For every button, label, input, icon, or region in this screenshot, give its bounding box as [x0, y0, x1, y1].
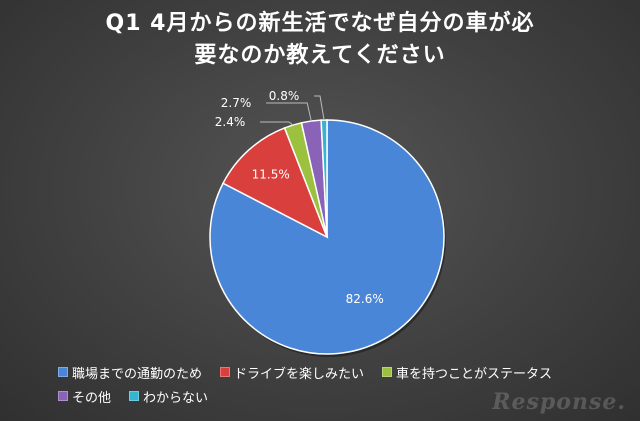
legend-swatch-commute: [58, 367, 68, 377]
legend-item-commute: 職場までの通勤のため: [58, 363, 202, 382]
legend-swatch-unknown: [129, 391, 140, 401]
leader-line-status: [260, 121, 294, 126]
chart-title-line-2: 要なのか教えてください: [194, 43, 446, 68]
legend-label-drive: ドライブを楽しみたい: [234, 366, 365, 382]
pie-chart: 82.6% 11.5% 2.4% 2.7% 0.8%: [210, 89, 446, 357]
legend-label-other: その他: [72, 390, 112, 406]
legend-item-drive: ドライブを楽しみたい: [220, 363, 364, 382]
data-label-drive: 11.5%: [252, 167, 290, 181]
data-label-commute: 82.6%: [346, 292, 384, 306]
legend-swatch-other: [58, 391, 68, 401]
response-watermark-logo: Response.: [492, 389, 626, 415]
chart-legend: 職場までの通勤のため ドライブを楽しみたい 車を持つことがステータス その他 わ…: [58, 360, 618, 408]
legend-item-unknown: わからない: [129, 387, 208, 406]
data-label-unknown: 0.8%: [269, 89, 300, 103]
pie-slice-drive: [222, 126, 329, 239]
leader-line-other: [266, 102, 312, 122]
legend-item-status: 車を持つことがステータス: [382, 363, 552, 382]
legend-row-1: 職場までの通勤のため ドライブを楽しみたい 車を持つことがステータス: [58, 360, 618, 384]
legend-swatch-drive: [220, 367, 231, 377]
legend-label-unknown: わからない: [143, 390, 209, 406]
leader-line-unknown: [314, 95, 325, 121]
data-label-status: 2.4%: [215, 115, 246, 129]
legend-label-commute: 職場までの通勤のため: [72, 366, 203, 382]
chart-title-line-1: Q1 4月からの新生活でなぜ自分の車が必: [105, 11, 535, 36]
legend-swatch-status: [382, 367, 393, 377]
legend-label-status: 車を持つことがステータス: [396, 366, 553, 382]
pie-slice-unknown: [320, 119, 328, 238]
legend-item-other: その他: [58, 387, 111, 406]
legend-row-2: その他 わからない: [58, 384, 618, 408]
data-label-other: 2.7%: [221, 96, 252, 110]
chart-title: Q1 4月からの新生活でなぜ自分の車が必 要なのか教えてください: [0, 8, 640, 72]
